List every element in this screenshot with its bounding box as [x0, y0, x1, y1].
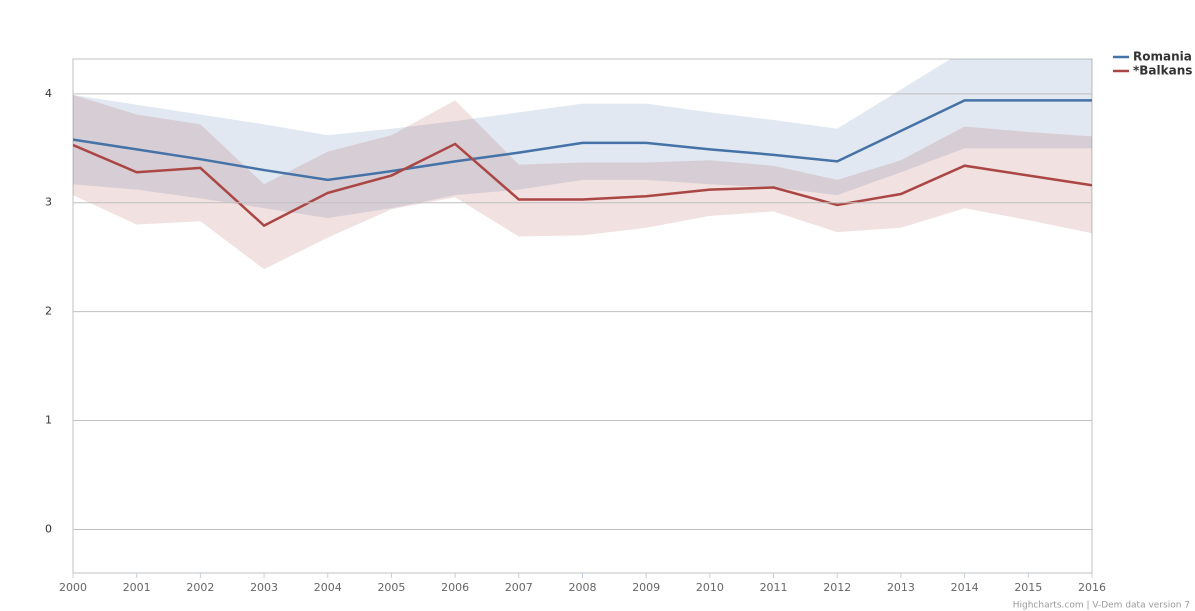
x-tick-label: 2003	[250, 581, 278, 594]
x-tick-label: 2016	[1078, 581, 1106, 594]
legend-label: Romania	[1133, 50, 1192, 64]
x-tick-label: 2007	[505, 581, 533, 594]
x-tick-label: 2002	[186, 581, 214, 594]
x-tick-label: 2013	[887, 581, 915, 594]
confidence-band	[73, 94, 1092, 270]
bands	[73, 59, 1092, 270]
x-tick-label: 2000	[59, 581, 87, 594]
y-tick-label: 1	[45, 414, 52, 427]
x-tick-label: 2005	[377, 581, 405, 594]
x-tick-label: 2011	[760, 581, 788, 594]
y-tick-label: 0	[45, 522, 52, 535]
x-tick-label: 2015	[1014, 581, 1042, 594]
x-tick-label: 2006	[441, 581, 469, 594]
x-tick-label: 2012	[823, 581, 851, 594]
lines	[73, 99, 1092, 228]
x-tick-label: 2004	[314, 581, 342, 594]
y-tick-label: 3	[45, 196, 52, 209]
legend-label: *Balkans	[1133, 64, 1192, 78]
y-tick-label: 2	[45, 305, 52, 318]
credits: Highcharts.com | V-Dem data version 7	[1013, 601, 1190, 611]
series-line	[73, 99, 1092, 182]
x-tick-label: 2010	[696, 581, 724, 594]
x-tick-label: 2001	[123, 581, 151, 594]
x-tick-label: 2014	[951, 581, 979, 594]
confidence-band	[73, 59, 1092, 218]
y-tick-label: 4	[45, 87, 52, 100]
series-line	[73, 142, 1092, 228]
x-tick-label: 2008	[569, 581, 597, 594]
x-tick-label: 2009	[632, 581, 660, 594]
